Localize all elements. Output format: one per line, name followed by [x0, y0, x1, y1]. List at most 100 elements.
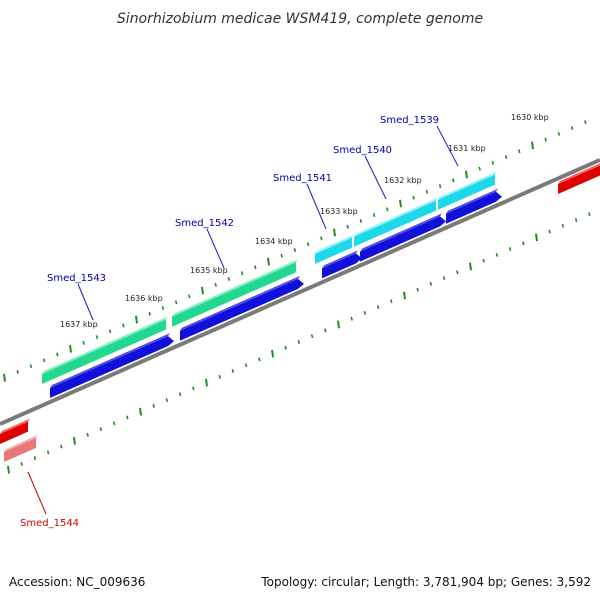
feature-body	[438, 174, 495, 210]
tick-mark	[86, 432, 89, 437]
tick-mark	[192, 386, 195, 391]
tick-mark	[188, 294, 191, 299]
feature-body	[0, 421, 28, 444]
feature-top	[322, 250, 358, 269]
tick-mark	[258, 357, 261, 362]
gene-label-smed-1543[interactable]: Smed_1543	[47, 273, 106, 284]
tick-mark	[350, 316, 353, 321]
kbp-label: 1635 kbp	[190, 266, 228, 275]
tick-mark	[403, 291, 406, 300]
tick-mark	[56, 352, 59, 357]
gene-label-smed-1539[interactable]: Smed_1539	[380, 115, 439, 126]
leader-line	[206, 228, 225, 269]
tick-mark	[240, 271, 244, 276]
outer-tick-track	[3, 120, 587, 382]
tick-mark	[231, 369, 235, 373]
tick-mark	[465, 170, 468, 179]
tick-mark	[20, 461, 23, 466]
tick-mark	[363, 310, 367, 315]
gene-label-smed-1544[interactable]: Smed_1544	[20, 518, 79, 529]
feature-body	[172, 262, 296, 327]
tick-mark	[33, 456, 37, 461]
tick-mark	[478, 166, 481, 171]
feature-body	[180, 278, 304, 341]
feature-body	[322, 253, 362, 279]
red-feature-right	[558, 163, 600, 194]
kbp-label: 1632 kbp	[384, 176, 422, 185]
tick-mark	[161, 306, 165, 311]
gene-feature-smed-1542	[172, 259, 298, 327]
tick-mark	[82, 340, 85, 345]
feature-body	[360, 216, 446, 262]
tick-mark	[29, 364, 33, 369]
tick-mark	[310, 334, 314, 339]
tick-mark	[293, 248, 297, 252]
leader-line	[306, 183, 327, 230]
tick-mark	[518, 149, 521, 154]
red-features	[0, 163, 600, 462]
feature-body	[50, 336, 174, 398]
tick-mark	[122, 323, 125, 328]
cds-feature	[322, 250, 362, 279]
tick-mark	[165, 398, 169, 403]
tick-mark	[99, 427, 103, 432]
kbp-label: 1637 kbp	[60, 320, 98, 329]
tick-mark	[178, 392, 182, 397]
tick-mark	[205, 378, 208, 387]
leader-lines	[27, 125, 459, 515]
leader-line	[77, 283, 94, 321]
tick-mark	[73, 436, 76, 445]
kbp-label: 1633 kbp	[320, 207, 358, 216]
feature-top	[438, 171, 497, 200]
accession-text: Accession: NC_009636	[9, 575, 145, 589]
leader-line	[436, 125, 459, 167]
feature-body	[446, 191, 502, 224]
tick-mark	[574, 218, 578, 222]
tick-mark	[561, 223, 565, 228]
tick-mark	[456, 270, 459, 275]
tick-mark	[271, 349, 274, 358]
cds-features	[50, 188, 502, 398]
tick-mark	[504, 155, 508, 160]
tick-mark	[508, 247, 512, 252]
tick-mark	[495, 252, 499, 257]
cds-feature	[50, 333, 174, 398]
cds-feature	[360, 213, 446, 262]
gene-label-smed-1540[interactable]: Smed_1540	[333, 145, 392, 156]
tick-mark	[284, 345, 287, 350]
feature-body	[558, 165, 600, 194]
map-title: Sinorhizobium medicae WSM419, complete g…	[117, 11, 483, 27]
tick-mark	[386, 207, 389, 212]
tick-mark	[372, 213, 376, 218]
tick-mark	[139, 407, 142, 416]
tick-mark	[390, 299, 393, 304]
tick-mark	[46, 450, 50, 455]
feature-top	[315, 234, 354, 254]
cds-feature	[446, 188, 502, 224]
feature-body	[354, 200, 436, 247]
feature-top	[50, 333, 170, 388]
gene-feature-smed-1541	[315, 234, 354, 264]
tick-mark	[412, 195, 415, 200]
tick-mark	[69, 344, 72, 353]
feature-top	[42, 316, 168, 374]
tick-mark	[42, 358, 46, 363]
feature-top	[446, 188, 498, 214]
topology-text: Topology: circular; Length: 3,781,904 bp…	[260, 575, 591, 589]
gene-label-smed-1542[interactable]: Smed_1542	[175, 218, 234, 229]
feature-top	[180, 275, 300, 331]
kbp-label: 1634 kbp	[255, 237, 293, 246]
leader-line	[27, 471, 47, 515]
feature-top	[172, 259, 298, 317]
feature-top	[558, 163, 600, 184]
tick-mark	[60, 444, 63, 449]
tick-mark	[359, 218, 363, 223]
kbp-label: 1636 kbp	[125, 294, 163, 303]
tick-mark	[416, 287, 419, 292]
gene-label-smed-1541[interactable]: Smed_1541	[273, 173, 332, 184]
tick-mark	[491, 160, 495, 165]
tick-mark	[95, 335, 99, 340]
gene-feature-smed-1539	[438, 171, 497, 210]
tick-mark	[3, 373, 6, 382]
gene-features	[42, 171, 497, 384]
